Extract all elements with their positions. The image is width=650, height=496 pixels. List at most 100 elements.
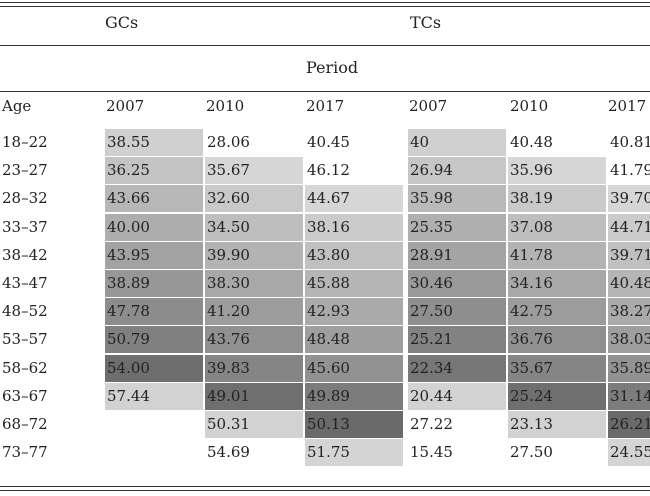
value-text: 41.20 <box>207 302 250 321</box>
group-header-gcs: GCs <box>105 13 139 32</box>
value-cell: 40 <box>408 129 506 156</box>
value-cell: 49.89 <box>305 382 403 410</box>
value-text: 40.00 <box>107 217 150 236</box>
value-cell: 34.50 <box>205 213 303 241</box>
value-text: 40 <box>410 133 430 151</box>
value-text: 51.75 <box>307 443 350 462</box>
value-text: 38.89 <box>107 274 150 292</box>
value-text: 57.44 <box>107 386 150 405</box>
table-row: 43–47 38.89 38.30 45.88 30.46 34.16 40.48 <box>0 269 650 297</box>
value-text: 38.19 <box>510 189 553 208</box>
value-text: 28.91 <box>410 245 453 264</box>
value-text: 24.55 <box>610 443 650 462</box>
value-cell: 24.55 <box>608 439 650 467</box>
value-text: 46.12 <box>307 161 350 180</box>
value-cell: 54.00 <box>105 354 203 382</box>
value-cell: 30.46 <box>408 270 506 297</box>
table-row: 23–27 36.25 35.67 46.12 26.94 35.96 41.79 <box>0 156 650 185</box>
age-header: Age <box>2 97 32 115</box>
value-text: 39.71 <box>610 245 650 264</box>
value-text: 36.76 <box>510 330 553 349</box>
value-cell: 35.98 <box>408 185 506 213</box>
value-cell: 27.50 <box>508 439 606 467</box>
value-text: 38.55 <box>107 133 150 151</box>
bottom-rule-outer <box>0 490 650 491</box>
value-cell: 38.03 <box>608 326 650 354</box>
value-cell: 26.94 <box>408 157 506 185</box>
table-row: 48–52 47.78 41.20 42.93 27.50 42.75 38.27 <box>0 297 650 326</box>
value-cell: 26.21 <box>608 411 650 438</box>
value-cell: 42.75 <box>508 298 606 326</box>
value-text: 40.81 <box>610 133 650 151</box>
value-text: 40.45 <box>307 133 350 151</box>
value-text: 36.25 <box>107 161 150 180</box>
value-cell <box>105 439 203 467</box>
value-cell: 43.95 <box>105 241 203 269</box>
value-cell: 51.75 <box>305 439 403 467</box>
value-cell: 44.71 <box>608 213 650 241</box>
value-text: 38.16 <box>307 217 350 236</box>
value-text: 42.93 <box>307 302 350 321</box>
age-cell: 23–27 <box>2 161 48 180</box>
value-cell: 40.48 <box>508 129 606 156</box>
value-cell: 39.71 <box>608 241 650 269</box>
value-text: 26.21 <box>610 415 650 433</box>
value-cell: 35.96 <box>508 157 606 185</box>
value-text: 41.79 <box>610 161 650 180</box>
top-rule-inner <box>0 6 650 7</box>
age-cell: 63–67 <box>2 386 48 405</box>
value-text: 50.13 <box>307 415 350 433</box>
group-rule <box>0 45 650 46</box>
value-text: 28.06 <box>207 133 250 151</box>
age-cell: 43–47 <box>2 274 48 292</box>
value-text: 39.83 <box>207 358 250 377</box>
value-text: 38.03 <box>610 330 650 349</box>
value-text: 43.95 <box>107 245 150 264</box>
value-text: 42.75 <box>510 302 553 321</box>
value-text: 49.01 <box>207 386 250 405</box>
value-text: 38.27 <box>610 302 650 321</box>
value-cell: 22.34 <box>408 354 506 382</box>
value-cell: 47.78 <box>105 298 203 326</box>
value-text: 40.48 <box>610 274 650 292</box>
value-text: 47.78 <box>107 302 150 321</box>
value-text: 26.94 <box>410 161 453 180</box>
value-text: 27.50 <box>510 443 553 462</box>
value-cell: 36.76 <box>508 326 606 354</box>
value-cell: 39.70 <box>608 185 650 213</box>
value-text: 27.22 <box>410 415 453 433</box>
value-cell: 50.13 <box>305 411 403 438</box>
value-text: 25.24 <box>510 386 553 405</box>
value-cell: 41.79 <box>608 157 650 185</box>
value-text: 41.78 <box>510 245 553 264</box>
table-row: 28–32 43.66 32.60 44.67 35.98 38.19 39.70 <box>0 184 650 213</box>
value-cell: 41.20 <box>205 298 303 326</box>
value-cell: 57.44 <box>105 382 203 410</box>
period-label: Period <box>306 58 359 77</box>
value-text: 35.67 <box>510 358 553 377</box>
value-cell: 38.16 <box>305 213 403 241</box>
table-row: 73–77 54.69 51.75 15.45 27.50 24.55 <box>0 438 650 467</box>
age-cell: 53–57 <box>2 330 48 349</box>
value-cell: 54.69 <box>205 439 303 467</box>
value-cell: 39.90 <box>205 241 303 269</box>
value-text: 54.00 <box>107 358 150 377</box>
value-cell: 45.88 <box>305 270 403 297</box>
value-cell: 25.35 <box>408 213 506 241</box>
value-text: 38.30 <box>207 274 250 292</box>
value-text: 45.60 <box>307 358 350 377</box>
value-cell: 45.60 <box>305 354 403 382</box>
value-cell: 20.44 <box>408 382 506 410</box>
table-row: 58–62 54.00 39.83 45.60 22.34 35.67 35.89 <box>0 354 650 382</box>
value-cell: 40.45 <box>305 129 403 156</box>
value-text: 35.67 <box>207 161 250 180</box>
value-text: 50.31 <box>207 415 250 433</box>
age-cell: 33–37 <box>2 217 48 236</box>
value-text: 54.69 <box>207 443 250 462</box>
value-cell: 27.50 <box>408 298 506 326</box>
value-cell: 38.89 <box>105 270 203 297</box>
value-cell: 39.83 <box>205 354 303 382</box>
table-row: 18–22 38.55 28.06 40.45 40 40.48 40.81 <box>0 128 650 156</box>
value-text: 32.60 <box>207 189 250 208</box>
value-cell: 27.22 <box>408 411 506 438</box>
